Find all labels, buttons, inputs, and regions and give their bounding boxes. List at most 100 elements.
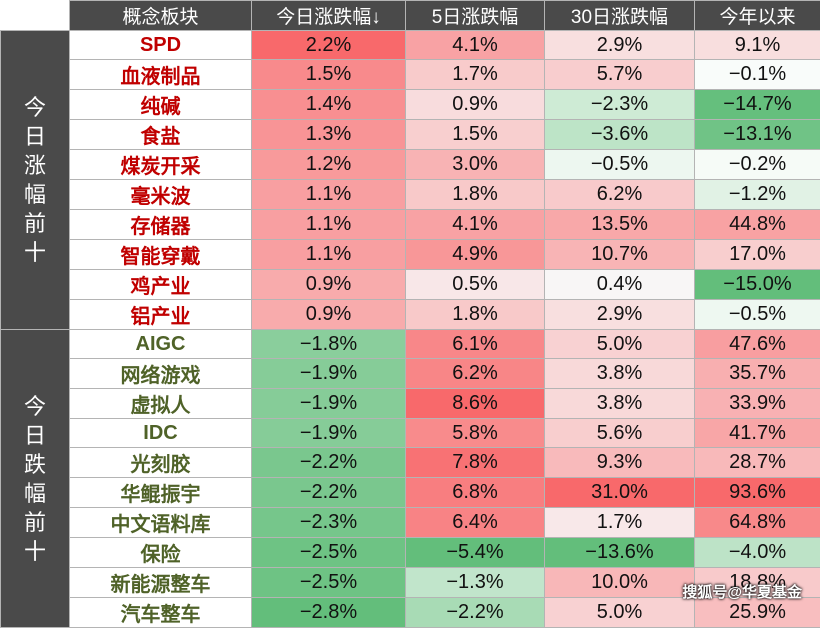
change-cell-d1: −1.9%	[252, 419, 406, 448]
change-cell-d5: 6.2%	[406, 359, 545, 389]
concept-name: 中文语料库	[70, 508, 252, 538]
change-cell-d30: −13.6%	[545, 538, 695, 568]
header-ytd-change[interactable]: 今年以来	[695, 1, 820, 31]
change-cell-d30: 5.0%	[545, 330, 695, 359]
change-cell-d1: −2.3%	[252, 508, 406, 538]
change-cell-d30: 0.4%	[545, 270, 695, 300]
table-row: 网络游戏−1.9%6.2%3.8%35.7%	[1, 359, 820, 389]
concept-name: 智能穿戴	[70, 240, 252, 270]
concept-name: 虚拟人	[70, 389, 252, 419]
table-row: 光刻胶−2.2%7.8%9.3%28.7%	[1, 448, 820, 478]
change-cell-d5: −5.4%	[406, 538, 545, 568]
change-cell-d30: 10.7%	[545, 240, 695, 270]
change-cell-d5: 3.0%	[406, 150, 545, 180]
change-cell-ytd: −0.5%	[695, 300, 820, 330]
change-cell-d1: −2.2%	[252, 478, 406, 508]
change-cell-ytd: −0.1%	[695, 60, 820, 90]
header-30day-change[interactable]: 30日涨跌幅	[545, 1, 695, 31]
change-cell-d30: 2.9%	[545, 300, 695, 330]
change-cell-ytd: −0.2%	[695, 150, 820, 180]
change-cell-d30: 2.9%	[545, 31, 695, 60]
change-cell-ytd: −13.1%	[695, 120, 820, 150]
change-cell-d1: −2.8%	[252, 598, 406, 628]
change-cell-d1: −2.2%	[252, 448, 406, 478]
change-cell-d30: 31.0%	[545, 478, 695, 508]
change-cell-d1: 1.1%	[252, 240, 406, 270]
change-cell-d30: 9.3%	[545, 448, 695, 478]
concept-name: 光刻胶	[70, 448, 252, 478]
table-row: 虚拟人−1.9%8.6%3.8%33.9%	[1, 389, 820, 419]
change-cell-ytd: 17.0%	[695, 240, 820, 270]
corner-cell	[1, 1, 70, 31]
change-cell-d1: 1.1%	[252, 210, 406, 240]
header-concept[interactable]: 概念板块	[70, 1, 252, 31]
change-cell-d30: 6.2%	[545, 180, 695, 210]
concept-name: 新能源整车	[70, 568, 252, 598]
change-cell-d1: 1.2%	[252, 150, 406, 180]
change-cell-d5: 1.7%	[406, 60, 545, 90]
change-cell-d5: 7.8%	[406, 448, 545, 478]
change-cell-d5: 1.8%	[406, 180, 545, 210]
change-cell-d5: 1.5%	[406, 120, 545, 150]
concept-name: 华鲲振宇	[70, 478, 252, 508]
change-cell-d5: 6.1%	[406, 330, 545, 359]
change-cell-d30: −3.6%	[545, 120, 695, 150]
concept-name: SPD	[70, 31, 252, 60]
watermark: 搜狐号@华夏基金	[682, 581, 802, 602]
concept-name: 煤炭开采	[70, 150, 252, 180]
change-cell-d30: 5.6%	[545, 419, 695, 448]
change-cell-d30: 3.8%	[545, 359, 695, 389]
change-cell-d1: −1.8%	[252, 330, 406, 359]
change-cell-d1: −1.9%	[252, 389, 406, 419]
header-1day-change[interactable]: 今日涨跌幅↓	[252, 1, 406, 31]
change-cell-ytd: 44.8%	[695, 210, 820, 240]
change-cell-d5: −2.2%	[406, 598, 545, 628]
change-cell-d30: 10.0%	[545, 568, 695, 598]
change-cell-ytd: 9.1%	[695, 31, 820, 60]
header-5day-change[interactable]: 5日涨跌幅	[406, 1, 545, 31]
change-cell-d5: 8.6%	[406, 389, 545, 419]
group-label-up: 今日涨幅前十	[1, 31, 70, 330]
concept-name: 食盐	[70, 120, 252, 150]
concept-name: IDC	[70, 419, 252, 448]
concept-name: 铝产业	[70, 300, 252, 330]
change-cell-d1: 1.3%	[252, 120, 406, 150]
change-cell-d1: −2.5%	[252, 568, 406, 598]
change-cell-d1: 1.1%	[252, 180, 406, 210]
change-cell-d1: 0.9%	[252, 270, 406, 300]
change-cell-ytd: 47.6%	[695, 330, 820, 359]
change-cell-d30: 5.0%	[545, 598, 695, 628]
change-cell-d5: 0.9%	[406, 90, 545, 120]
change-cell-d5: 6.8%	[406, 478, 545, 508]
change-cell-d1: 1.4%	[252, 90, 406, 120]
change-cell-ytd: 25.9%	[695, 598, 820, 628]
concept-name: 网络游戏	[70, 359, 252, 389]
table-row: 汽车整车−2.8%−2.2%5.0%25.9%	[1, 598, 820, 628]
change-cell-d1: −2.5%	[252, 538, 406, 568]
change-cell-d5: 4.1%	[406, 210, 545, 240]
change-cell-ytd: −1.2%	[695, 180, 820, 210]
change-cell-d30: 13.5%	[545, 210, 695, 240]
change-cell-ytd: 41.7%	[695, 419, 820, 448]
change-cell-d30: −2.3%	[545, 90, 695, 120]
change-cell-d1: 2.2%	[252, 31, 406, 60]
change-cell-d5: 6.4%	[406, 508, 545, 538]
change-cell-d30: 1.7%	[545, 508, 695, 538]
group-label-down: 今日跌幅前十	[1, 330, 70, 628]
change-cell-d5: 4.1%	[406, 31, 545, 60]
change-cell-d1: 1.5%	[252, 60, 406, 90]
concept-name: 毫米波	[70, 180, 252, 210]
change-cell-d1: 0.9%	[252, 300, 406, 330]
change-cell-d5: 5.8%	[406, 419, 545, 448]
change-cell-ytd: −14.7%	[695, 90, 820, 120]
